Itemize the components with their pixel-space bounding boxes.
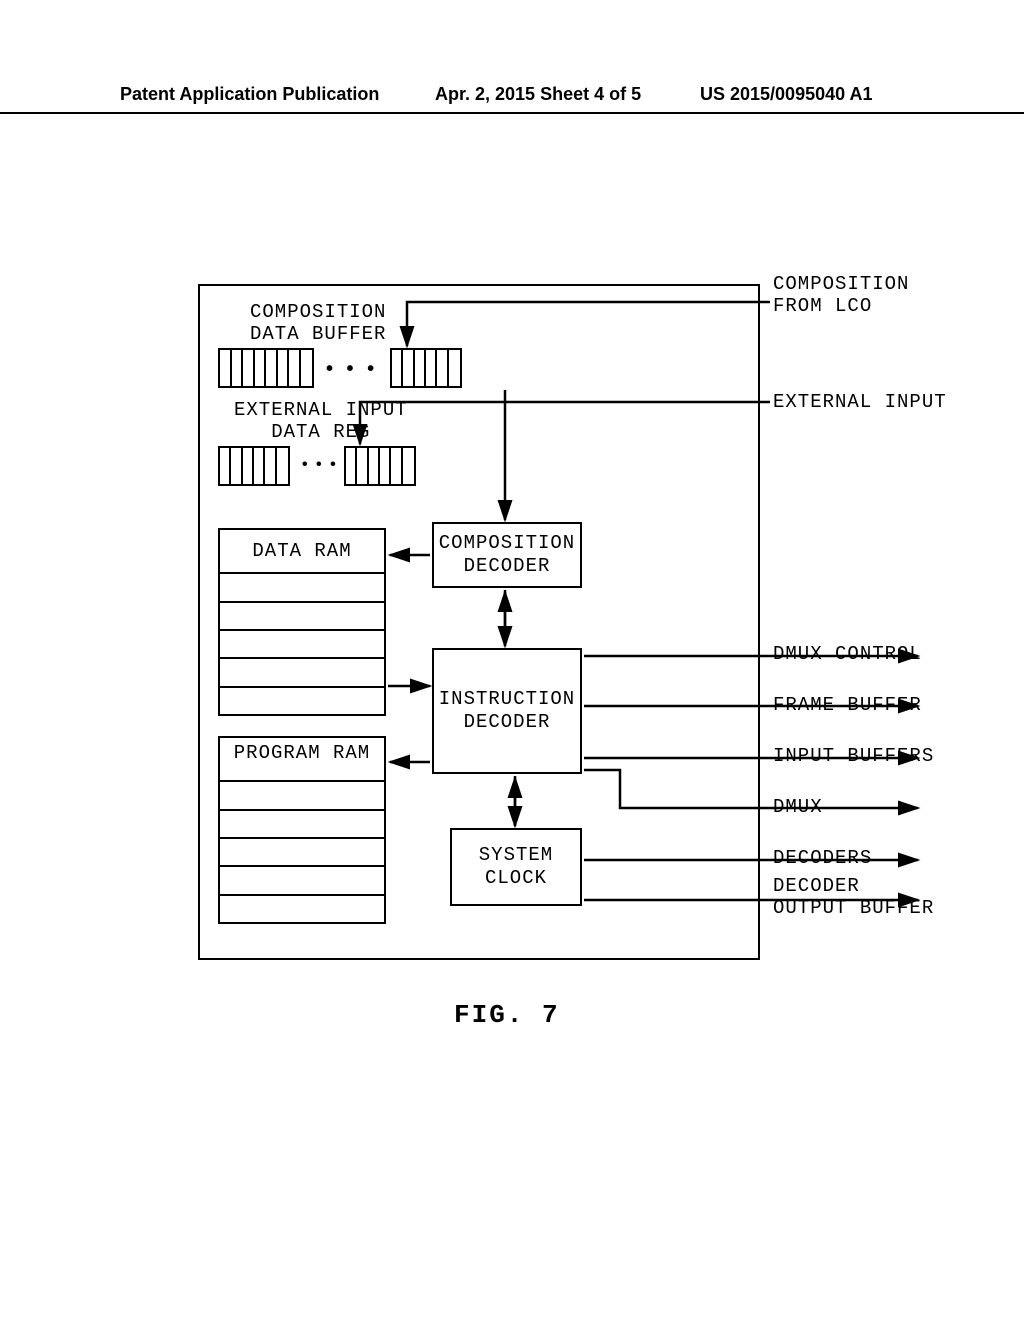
label-decoder-output-buffer: DECODER OUTPUT BUFFER [773, 876, 934, 920]
buffer-cell [220, 350, 232, 386]
comp-data-buffer-right [390, 348, 462, 388]
label-ext-input-data-reg: EXTERNAL INPUT DATA REG [234, 400, 408, 444]
ram-row [220, 574, 384, 602]
ext-input-reg-left [218, 446, 290, 486]
ram-row [220, 811, 384, 839]
label-input-buffers: INPUT BUFFERS [773, 746, 934, 768]
ram-row [220, 688, 384, 714]
label-external-input: EXTERNAL INPUT [773, 392, 947, 414]
label-decoders: DECODERS [773, 848, 872, 870]
buffer-cell [391, 448, 402, 484]
buffer-cell [277, 448, 288, 484]
buffer-cell [369, 448, 380, 484]
buffer-cell [243, 448, 254, 484]
composition-decoder-block: COMPOSITION DECODER [432, 522, 582, 588]
label-system-clock: SYSTEM CLOCK [452, 844, 580, 890]
ext-input-reg-right [344, 446, 416, 486]
ram-row [220, 631, 384, 659]
buffer-cell [289, 350, 301, 386]
label-dmux: DMUX [773, 797, 823, 819]
buffer-cell [415, 350, 426, 386]
instruction-decoder-block: INSTRUCTION DECODER [432, 648, 582, 774]
header-left: Patent Application Publication [120, 84, 379, 105]
data-ram-block: DATA RAM [218, 528, 386, 716]
buffer-cell [255, 350, 267, 386]
buffer-cell [380, 448, 391, 484]
buffer-cell [232, 350, 244, 386]
ram-row [220, 603, 384, 631]
ram-row [220, 896, 384, 922]
buffer-cell [437, 350, 448, 386]
buffer-cell [220, 448, 231, 484]
buffer-cell [449, 350, 460, 386]
ram-row [220, 659, 384, 687]
label-program-ram: PROGRAM RAM [220, 742, 384, 765]
label-dmux-control: DMUX CONTROL [773, 644, 922, 666]
system-clock-block: SYSTEM CLOCK [450, 828, 582, 906]
ram-row [220, 782, 384, 810]
ram-row [220, 867, 384, 895]
header-center: Apr. 2, 2015 Sheet 4 of 5 [435, 84, 641, 105]
ram-row [220, 839, 384, 867]
label-data-ram: DATA RAM [220, 540, 384, 563]
ellipsis-icon: • • • [302, 456, 338, 474]
buffer-cell [346, 448, 357, 484]
program-ram-block: PROGRAM RAM [218, 736, 386, 924]
buffer-cell [301, 350, 312, 386]
label-instruction-decoder: INSTRUCTION DECODER [434, 688, 580, 734]
comp-data-buffer-left [218, 348, 314, 388]
buffer-cell [392, 350, 403, 386]
buffer-cell [243, 350, 255, 386]
buffer-cell [265, 448, 276, 484]
header-right: US 2015/0095040 A1 [700, 84, 872, 105]
buffer-cell [403, 448, 414, 484]
buffer-cell [278, 350, 290, 386]
ellipsis-icon: • • • [326, 358, 378, 381]
buffer-cell [266, 350, 278, 386]
label-comp-data-buffer: COMPOSITION DATA BUFFER [250, 302, 386, 346]
buffer-cell [403, 350, 414, 386]
page-header: Patent Application Publication Apr. 2, 2… [0, 84, 1024, 114]
buffer-cell [254, 448, 265, 484]
buffer-cell [357, 448, 368, 484]
label-frame-buffer: FRAME BUFFER [773, 695, 922, 717]
label-composition-from-lco: COMPOSITION FROM LCO [773, 274, 909, 318]
buffer-cell [426, 350, 437, 386]
label-composition-decoder: COMPOSITION DECODER [434, 532, 580, 578]
buffer-cell [231, 448, 242, 484]
figure-caption: FIG. 7 [454, 1000, 560, 1030]
